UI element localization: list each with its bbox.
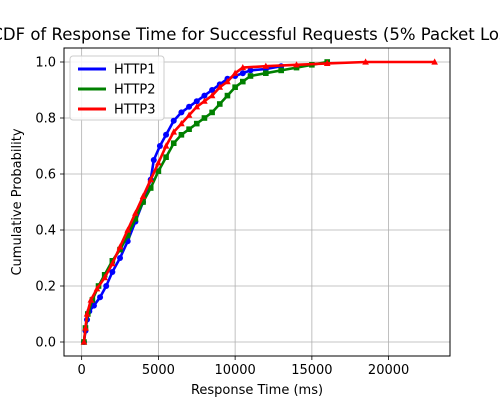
data-point xyxy=(101,274,108,281)
data-point xyxy=(185,111,193,118)
legend-label: HTTP2 xyxy=(114,83,156,98)
data-point xyxy=(117,255,124,261)
axis-ticks: 0 5000 10000 15000 20000 0.0 0.2 0.4 0.6 0.8 1.0 xyxy=(35,56,409,379)
data-point xyxy=(323,59,331,66)
data-point xyxy=(239,64,247,71)
data-point xyxy=(216,101,223,107)
y-tick-label: 0.0 xyxy=(35,336,56,351)
x-tick-label: 0 xyxy=(78,363,86,378)
data-point xyxy=(209,87,216,93)
x-tick-label: 10000 xyxy=(214,363,255,378)
data-point xyxy=(147,176,155,183)
data-point xyxy=(240,78,246,85)
data-point xyxy=(156,143,163,149)
data-point xyxy=(139,192,147,199)
series-http3 xyxy=(80,58,438,345)
plot-frame xyxy=(63,47,451,357)
data-point xyxy=(97,294,104,301)
data-point xyxy=(209,109,215,116)
data-point xyxy=(90,302,97,309)
series-layer xyxy=(80,58,438,345)
data-point xyxy=(103,283,110,289)
legend-item-http1: HTTP1 xyxy=(78,63,156,78)
data-point xyxy=(140,199,146,205)
data-point xyxy=(163,154,169,160)
data-point xyxy=(82,324,89,331)
data-point xyxy=(170,128,178,135)
legend-item-http2: HTTP2 xyxy=(78,83,156,98)
x-tick-label: 20000 xyxy=(368,363,409,378)
legend-item-http3: HTTP3 xyxy=(78,103,156,118)
data-point xyxy=(109,260,116,267)
data-point xyxy=(162,142,170,149)
data-point xyxy=(170,117,177,124)
legend-box xyxy=(69,55,165,121)
data-point xyxy=(93,285,101,292)
data-point xyxy=(186,103,193,110)
data-point xyxy=(83,310,91,317)
data-point xyxy=(293,64,300,71)
x-tick-label: 5000 xyxy=(142,363,175,378)
data-point xyxy=(124,232,131,239)
data-point xyxy=(155,168,162,174)
data-point xyxy=(247,67,254,74)
x-tick-label: 15000 xyxy=(291,363,332,378)
data-point xyxy=(201,97,208,104)
data-point xyxy=(147,185,154,191)
data-point xyxy=(132,216,139,222)
y-tick-label: 0.2 xyxy=(35,280,56,295)
data-point xyxy=(262,62,270,69)
data-point xyxy=(150,157,157,163)
data-point xyxy=(247,73,254,79)
chart-title: CDF of Response Time for Successful Requ… xyxy=(0,25,500,44)
data-point xyxy=(278,67,284,74)
data-point xyxy=(132,209,139,216)
data-point xyxy=(224,92,231,99)
legend-label: HTTP3 xyxy=(114,103,156,118)
data-point xyxy=(263,70,269,76)
data-point xyxy=(178,109,185,116)
data-point xyxy=(216,83,224,90)
legend: HTTP1 HTTP2 HTTP3 xyxy=(69,55,165,121)
data-point xyxy=(362,58,369,65)
legend-label: HTTP1 xyxy=(114,63,156,78)
data-point xyxy=(124,226,131,233)
data-point xyxy=(224,78,231,85)
data-point xyxy=(186,126,192,132)
y-tick-label: 1.0 xyxy=(35,56,56,71)
data-point xyxy=(201,115,208,121)
data-point xyxy=(178,132,185,138)
data-point xyxy=(232,84,238,90)
data-point xyxy=(116,243,124,250)
data-point xyxy=(163,131,170,138)
data-point xyxy=(293,61,300,68)
data-point xyxy=(80,338,88,345)
y-axis-label: Cumulative Probability xyxy=(10,128,25,275)
y-tick-label: 0.6 xyxy=(35,168,56,183)
x-axis-label: Response Time (ms) xyxy=(191,383,323,398)
data-point xyxy=(109,269,116,275)
data-point xyxy=(155,159,162,166)
data-point xyxy=(201,92,208,99)
data-point xyxy=(178,120,185,127)
data-point xyxy=(193,98,200,105)
y-tick-label: 0.4 xyxy=(35,224,56,239)
data-point xyxy=(193,120,200,127)
data-point xyxy=(87,296,95,303)
data-point xyxy=(170,140,177,146)
data-point xyxy=(231,69,239,76)
data-point xyxy=(431,58,438,65)
y-tick-label: 0.8 xyxy=(35,112,56,127)
data-point xyxy=(193,103,201,110)
data-point xyxy=(208,92,216,99)
data-point xyxy=(239,70,246,77)
